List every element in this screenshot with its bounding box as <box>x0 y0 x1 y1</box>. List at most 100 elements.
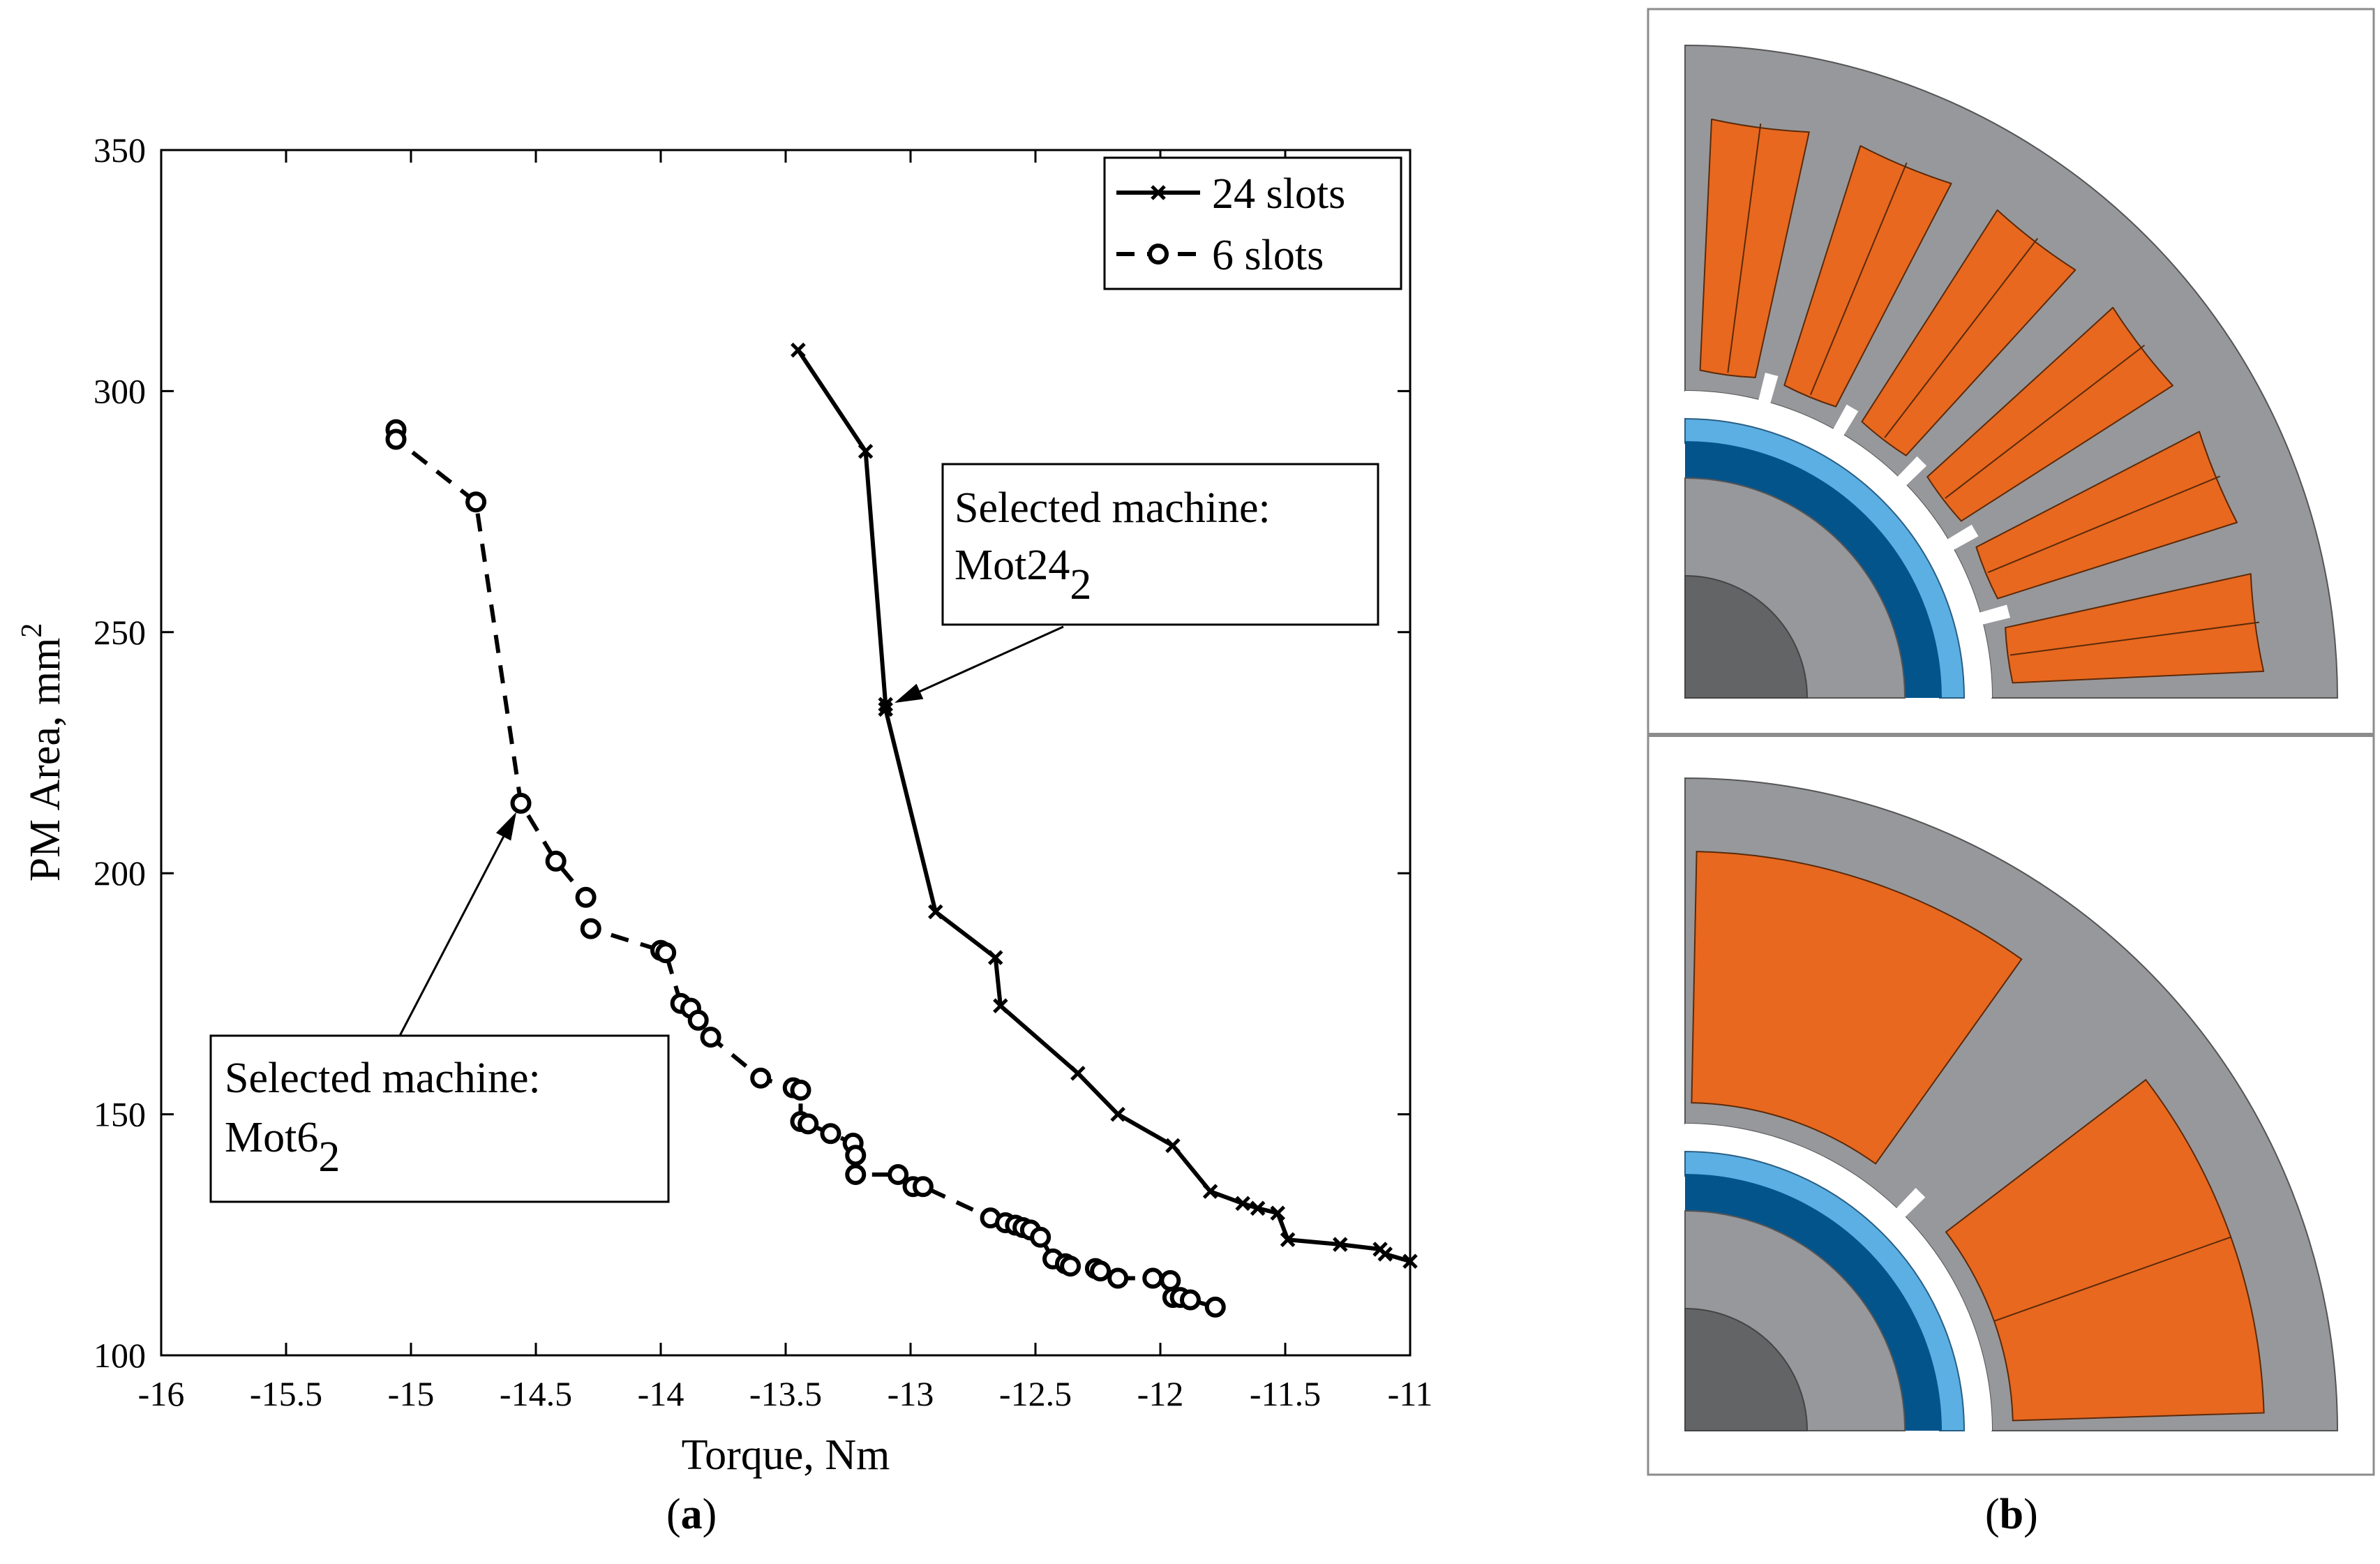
panel-b-letter: b <box>1999 1491 2024 1538</box>
x-tick-label: -11.5 <box>1250 1374 1321 1413</box>
y-tick-label: 250 <box>93 613 146 652</box>
coil <box>1783 144 1952 408</box>
data-series <box>385 342 1418 1318</box>
coil <box>1975 431 2238 599</box>
x-tick-label: -15.5 <box>250 1374 322 1413</box>
data-point-o <box>1179 1289 1201 1311</box>
data-point-x <box>878 701 893 717</box>
data-point-o <box>655 942 677 964</box>
data-point-o <box>1060 1256 1082 1277</box>
coil-divider <box>1884 237 2039 438</box>
data-point-o <box>888 1163 909 1185</box>
data-point-o <box>465 491 487 513</box>
data-point-x <box>1250 1200 1266 1216</box>
data-point-o <box>845 1163 867 1185</box>
x-axis-label: Torque, Nm <box>682 1431 890 1479</box>
slot-opening <box>1820 404 1859 459</box>
y-axis-label-superscript: 2 <box>16 623 48 638</box>
annotation-mot6-line2: Mot62 <box>225 1114 340 1181</box>
coil <box>1861 209 2076 456</box>
annotation-mot6-name: Mot6 <box>225 1114 318 1161</box>
y-tick-label: 350 <box>93 131 146 170</box>
annotation-mot6-arrowhead <box>495 812 517 841</box>
annotation-mot24-box <box>941 463 1379 626</box>
annotation-mot6: Selected machine: Mot62 <box>209 812 670 1203</box>
coil-divider <box>1993 1236 2231 1322</box>
panel-b-open: ( <box>1985 1491 2000 1538</box>
data-point-o <box>750 1067 772 1089</box>
legend-marker-6-slots <box>1148 244 1169 265</box>
data-point-x <box>1165 1138 1181 1154</box>
y-axis-label-text: PM Area, mm <box>22 638 69 882</box>
data-point-x <box>928 904 943 920</box>
data-point-o <box>510 793 532 814</box>
x-tick-label: -16 <box>138 1374 185 1413</box>
data-point-o <box>700 1027 721 1048</box>
x-tick-label: -13 <box>888 1374 934 1413</box>
mot6-airgap <box>1685 1124 1992 1431</box>
legend-marker-24-slots <box>1151 185 1166 200</box>
series-24-slots <box>791 342 1418 1269</box>
panel-a-open: ( <box>666 1491 681 1538</box>
data-point-o <box>1107 1267 1129 1289</box>
data-point-o <box>575 886 597 908</box>
legend-box <box>1103 156 1402 290</box>
data-point-x <box>1280 1232 1296 1247</box>
panel-a-label: (a) <box>666 1490 717 1540</box>
legend-label-6-slots: 6 slots <box>1212 232 1324 279</box>
data-point-o <box>580 918 601 939</box>
data-point-o <box>687 1009 709 1031</box>
slot-opening <box>1877 1188 1926 1237</box>
data-point-x <box>987 950 1003 965</box>
data-point-x <box>1402 1253 1418 1269</box>
slot-opening <box>1953 604 2011 632</box>
mot6-magnet <box>1685 1174 1942 1431</box>
coil-divider <box>2009 621 2260 656</box>
data-point-o <box>790 1080 811 1101</box>
data-point-x <box>1270 1205 1286 1221</box>
coil-divider <box>1987 475 2221 574</box>
data-point-o <box>1030 1226 1051 1248</box>
coil-divider <box>1945 344 2146 499</box>
series-6-slots <box>385 419 1226 1318</box>
x-tick-label: -14.5 <box>500 1374 572 1413</box>
y-tick-label: 300 <box>93 371 146 410</box>
coil-divider <box>1727 123 1762 373</box>
coil <box>1945 1078 2265 1422</box>
coil <box>1691 851 2023 1165</box>
annotation-mot6-box <box>209 1034 670 1203</box>
annotation-mot6-line1: Selected machine: <box>225 1055 541 1102</box>
data-point-o <box>798 1113 819 1135</box>
annotation-mot24-line2: Mot242 <box>955 542 1091 609</box>
slot-opening <box>1924 524 1979 563</box>
panel-b-label: (b) <box>1985 1490 2038 1540</box>
data-point-x <box>791 342 806 358</box>
torque-vs-pm-area-chart: -16 -15.5 -15 -14.5 -14 -13.5 -13 -12.5 -12 -11.5… <box>16 131 1432 1479</box>
data-point-o <box>912 1176 934 1198</box>
x-tick-label: -11 <box>1388 1374 1433 1413</box>
data-point-o <box>1204 1296 1226 1318</box>
coil <box>2005 573 2265 684</box>
y-tick-label: 100 <box>93 1336 146 1375</box>
x-tick-label: -12 <box>1137 1374 1184 1413</box>
data-point-x <box>1235 1196 1250 1212</box>
slot-opening <box>1751 372 1779 430</box>
mot24-coils <box>1699 118 2265 684</box>
axis-ticks: -16 -15.5 -15 -14.5 -14 -13.5 -13 -12.5 -12 -11.5… <box>93 131 1432 1413</box>
mot6-slot-openings <box>1877 1188 1926 1237</box>
data-point-x <box>1202 1184 1218 1199</box>
data-point-x <box>1377 1246 1393 1262</box>
data-point-x <box>1332 1237 1348 1252</box>
coil <box>1699 118 1810 378</box>
x-tick-label: -14 <box>638 1374 684 1413</box>
data-point-o <box>820 1123 841 1145</box>
data-point-o <box>1142 1267 1164 1289</box>
data-point-o <box>545 850 567 872</box>
x-tick-label: -15 <box>388 1374 435 1413</box>
annotation-mot6-subscript: 2 <box>318 1133 340 1181</box>
data-point-x <box>878 697 893 713</box>
panel-a-close: ) <box>702 1491 717 1538</box>
y-axis-label: PM Area, mm2 <box>16 623 69 882</box>
x-tick-label: -12.5 <box>999 1374 1072 1413</box>
